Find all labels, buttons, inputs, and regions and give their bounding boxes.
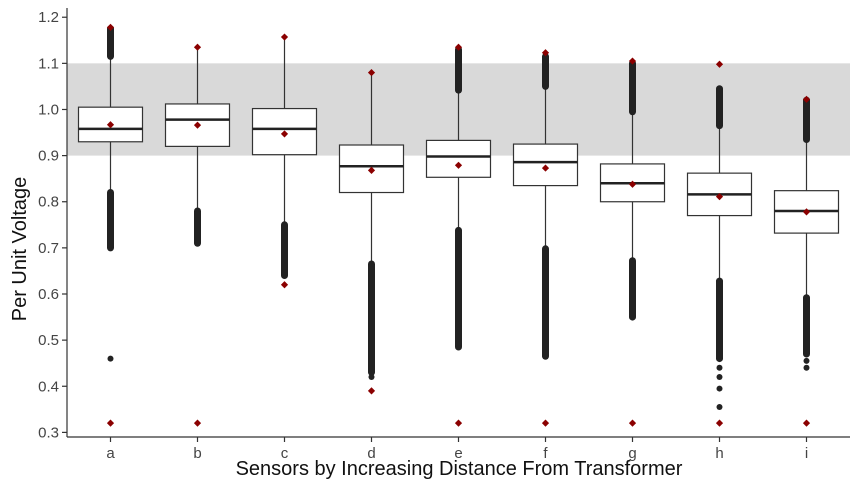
y-tick-label: 0.5 <box>38 332 59 349</box>
max-marker <box>628 57 637 65</box>
min-marker <box>541 419 550 427</box>
max-marker <box>280 33 289 41</box>
mean-marker <box>541 164 550 172</box>
box-group-e <box>425 43 492 427</box>
outlier-point <box>716 364 723 371</box>
max-marker <box>802 95 811 103</box>
box-group-a <box>77 23 144 427</box>
min-marker <box>628 419 637 427</box>
mean-marker <box>715 193 724 201</box>
outlier-point <box>803 364 810 371</box>
y-tick-label: 0.4 <box>38 378 59 395</box>
min-marker <box>454 419 463 427</box>
mean-marker <box>802 208 811 216</box>
box-group-g <box>599 57 666 427</box>
y-tick-label: 0.8 <box>38 194 59 211</box>
x-tick-label: b <box>193 445 201 462</box>
outlier-point <box>368 374 375 381</box>
min-marker <box>715 419 724 427</box>
box-layer <box>77 23 840 427</box>
x-tick-label: g <box>628 445 636 462</box>
box-group-b <box>164 43 231 427</box>
y-tick-label: 0.7 <box>38 240 59 257</box>
outlier-point <box>716 404 723 411</box>
outlier-point <box>716 374 723 381</box>
x-tick-label: d <box>367 445 375 462</box>
x-tick-label: e <box>454 445 462 462</box>
box-group-c <box>251 33 318 289</box>
max-marker <box>715 60 724 68</box>
x-tick-label: h <box>715 445 723 462</box>
min-marker <box>106 419 115 427</box>
box-group-i <box>773 95 840 427</box>
x-tick-label: a <box>106 445 115 462</box>
x-tick-label: i <box>805 445 808 462</box>
y-tick-label: 1.1 <box>38 55 59 72</box>
y-tick-label: 1.2 <box>38 9 59 26</box>
max-marker <box>106 23 115 31</box>
min-marker <box>280 281 289 289</box>
min-marker <box>193 419 202 427</box>
box-iqr <box>425 139 492 178</box>
max-marker <box>541 49 550 57</box>
mean-marker <box>280 130 289 138</box>
max-marker <box>193 43 202 51</box>
max-marker <box>367 68 376 77</box>
box-group-f <box>512 49 579 427</box>
min-marker <box>367 387 376 395</box>
mean-marker <box>367 166 376 174</box>
min-marker <box>802 419 811 427</box>
mean-marker <box>454 161 463 169</box>
y-tick-label: 0.3 <box>38 424 59 441</box>
max-marker <box>454 43 463 51</box>
outlier-point <box>803 357 810 364</box>
y-axis-label: Per Unit Voltage <box>9 177 31 322</box>
outlier-point <box>716 385 723 392</box>
y-tick-label: 0.9 <box>38 148 59 165</box>
y-tick-label: 0.6 <box>38 286 59 303</box>
y-tick-label: 1.0 <box>38 101 59 118</box>
x-tick-label: c <box>281 445 289 462</box>
x-axis-label: Sensors by Increasing Distance From Tran… <box>236 458 683 480</box>
mean-marker <box>628 180 637 188</box>
box-group-d <box>338 68 405 395</box>
axes: 0.3 0.4 0.5 0.6 0.7 0.8 0.9 1.0 1.1 1.2 a b c d e f g h i <box>38 8 850 462</box>
mean-marker <box>106 121 115 129</box>
box-group-h <box>686 60 753 427</box>
x-tick-label: f <box>543 445 548 462</box>
outlier-point <box>107 355 114 362</box>
mean-marker <box>193 121 202 129</box>
